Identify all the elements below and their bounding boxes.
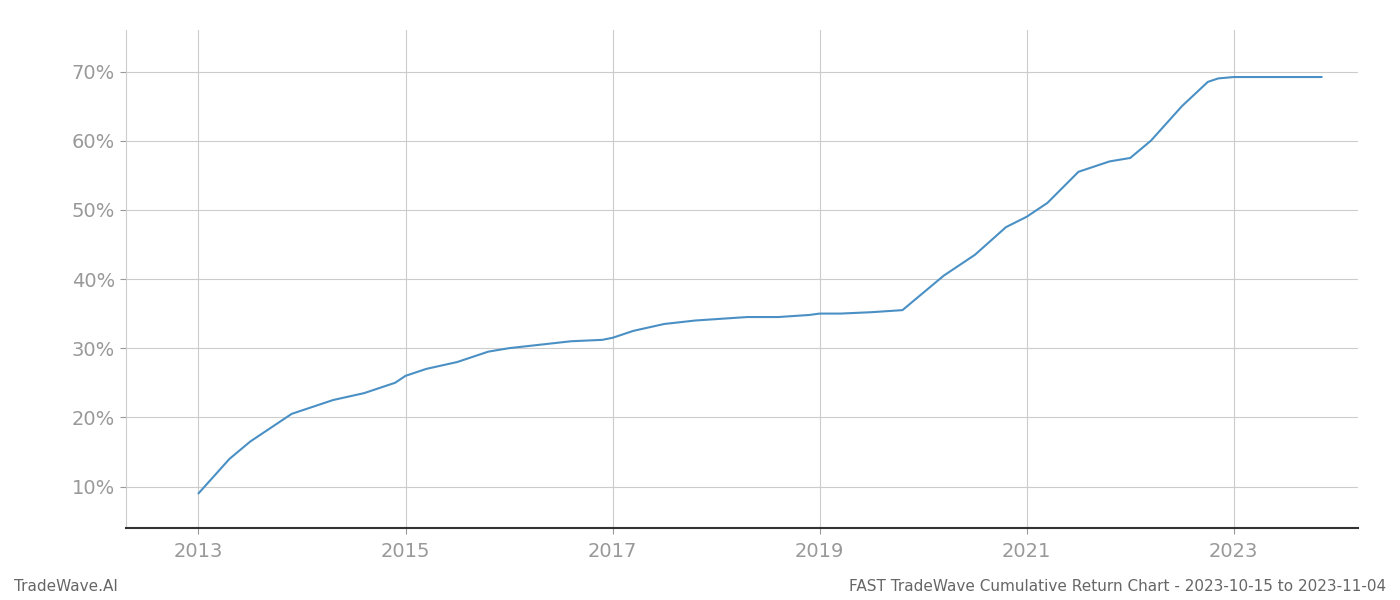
Text: TradeWave.AI: TradeWave.AI <box>14 579 118 594</box>
Text: FAST TradeWave Cumulative Return Chart - 2023-10-15 to 2023-11-04: FAST TradeWave Cumulative Return Chart -… <box>848 579 1386 594</box>
